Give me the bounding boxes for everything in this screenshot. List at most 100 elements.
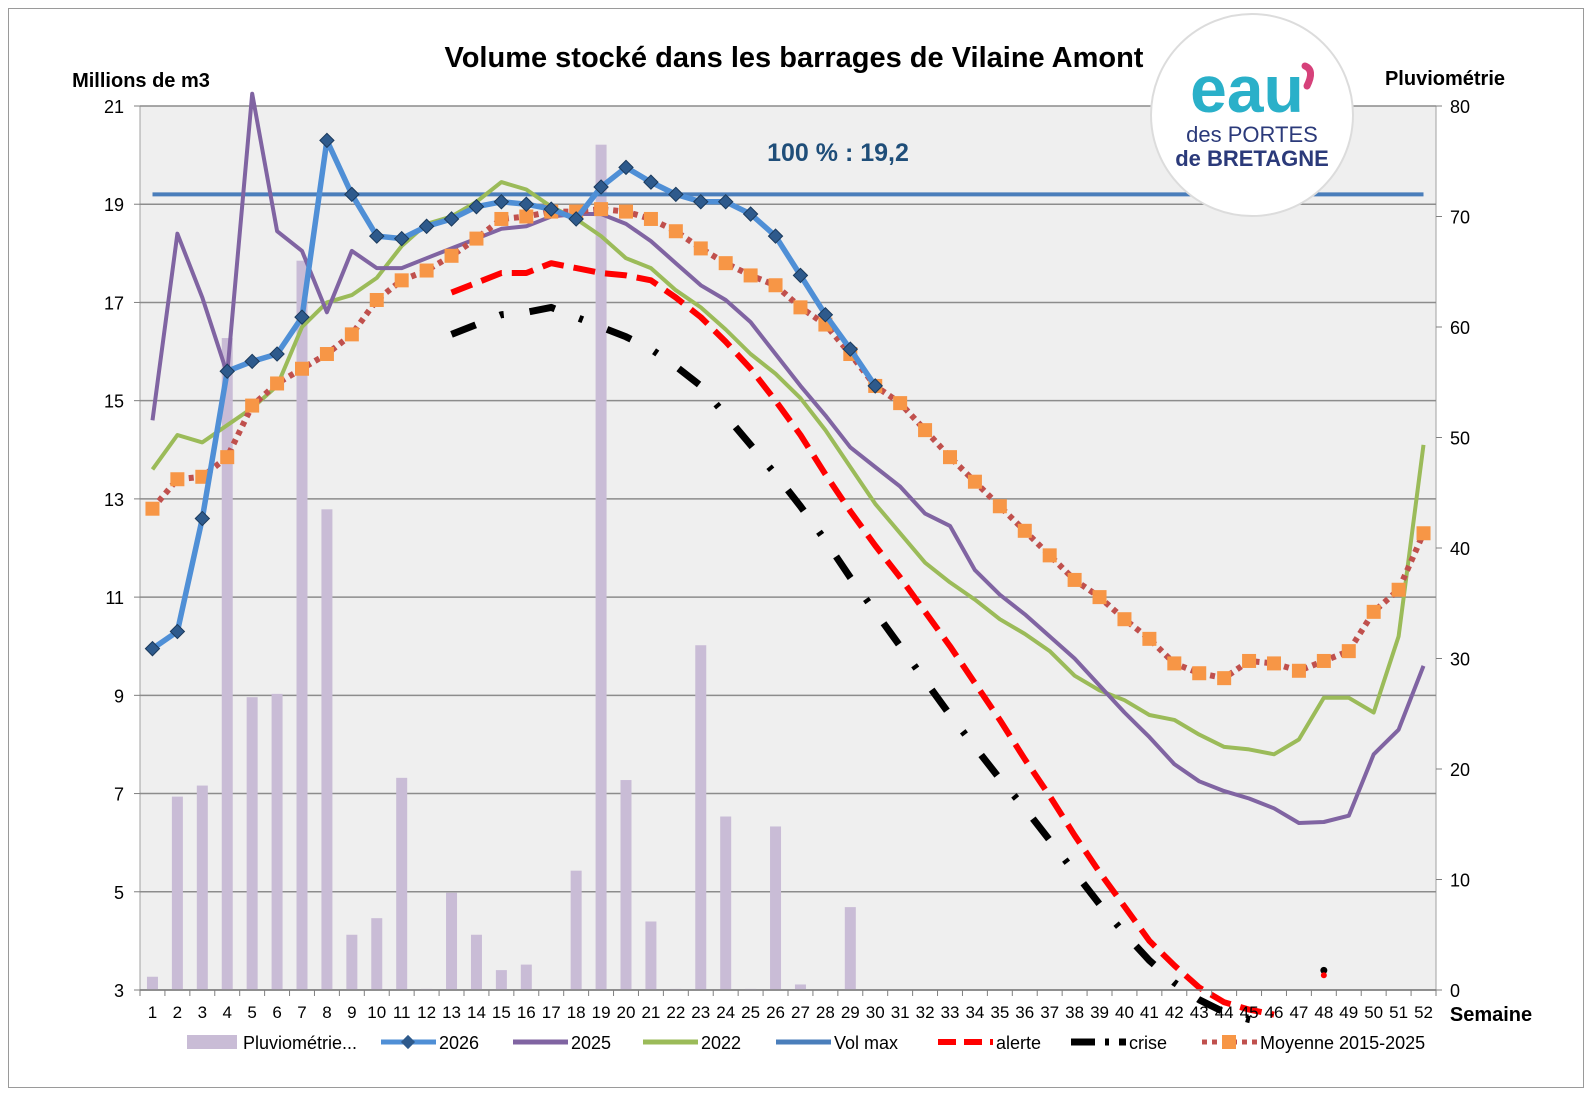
legend-label-crise: crise [1129,1033,1167,1053]
series-2026-marker [817,306,834,323]
series-moyenne-2015-2025-marker [967,474,982,489]
rain-bar [720,816,732,990]
series-moyenne-2015-2025-marker [145,501,160,516]
x-tick-label: 49 [1339,1003,1358,1022]
series-2026-marker [169,623,186,640]
logo-line1: des PORTES [1186,122,1318,147]
rain-bar [844,907,856,990]
y2-tick-label: 50 [1450,429,1470,449]
series-moyenne-2015-2025-marker [220,450,235,465]
chart-title: Volume stocké dans les barrages de Vilai… [445,42,1144,74]
x-tick-label: 25 [741,1003,760,1022]
plot-area [139,105,1437,991]
series-moyenne-2015-2025-marker [270,376,285,391]
series-2022-line [150,180,1426,757]
series-moyenne-2015-2025-marker [1017,523,1032,538]
series-moyenne-2015-2025-marker [519,209,534,224]
x-tick-label: 38 [1065,1003,1084,1022]
y-tick-label: 5 [114,883,124,903]
x-tick-label: 2 [173,1003,182,1022]
x-tick-label: 5 [247,1003,256,1022]
x-tick-label: 8 [322,1003,331,1022]
series-moyenne-2015-2025-marker [893,396,908,411]
x-tick-label: 36 [1015,1003,1034,1022]
logo-word: eau [1190,52,1304,126]
series-2026-marker [593,179,609,195]
rain-bar [146,976,158,990]
series-moyenne-2015-2025-marker [1267,656,1281,671]
x-tick-label: 39 [1090,1003,1109,1022]
x-tick-label: 45 [1240,1003,1259,1022]
legend-swatch-rain [187,1035,237,1049]
legend-label-2026: 2026 [439,1033,479,1053]
series-moyenne-2015-2025-marker [1366,604,1381,619]
rain-bar [446,892,458,990]
x-tick-label: 48 [1314,1003,1333,1022]
x-tick-label: 41 [1140,1003,1159,1022]
y-tick-label: 15 [104,392,124,412]
y-tick-label: 17 [104,293,124,313]
series-moyenne-2015-2025-marker [693,241,708,256]
series-moyenne-2015-2025-marker [1042,548,1057,563]
x-tick-label: 16 [517,1003,536,1022]
series-moyenne-2015-2025-marker [1192,666,1207,681]
series-2026-marker [717,193,734,210]
x-tick-label: 7 [297,1003,306,1022]
series-moyenne-2015-2025-marker [170,472,185,487]
y-tick-label: 21 [104,97,124,117]
series-moyenne-2015-2025-marker [469,231,484,246]
rain-bar [196,785,208,990]
series-moyenne-2015-2025-marker [768,278,783,293]
rain-bar [171,796,183,990]
legend-label-moyenne-2015-2025: Moyenne 2015-2025 [1260,1033,1425,1053]
x-tick-label: 13 [442,1003,461,1022]
series-moyenne-2015-2025-marker [743,268,758,283]
series-moyenne-2015-2025-marker [1316,653,1331,668]
y2-tick-label: 20 [1450,760,1470,780]
y2-tick-label: 30 [1450,650,1470,670]
series-moyenne-2015-2025-marker [1341,644,1356,659]
x-tick-label: 21 [641,1003,660,1022]
y2-tick-label: 0 [1450,981,1460,1001]
rain-bar [221,338,233,990]
legend-label-2025: 2025 [571,1033,611,1053]
rain-bar [321,509,333,990]
x-tick-label: 43 [1190,1003,1209,1022]
x-tick-label: 33 [941,1003,960,1022]
x-tick-label: 50 [1364,1003,1383,1022]
x-tick-label: 18 [567,1003,586,1022]
series-moyenne-2015-2025-marker [918,423,933,438]
series-moyenne-2015-2025-marker [668,224,683,239]
series-moyenne-2015-2025-marker [419,263,434,278]
series-moyenne-2015-2025-line [150,206,1427,682]
series-moyenne-2015-2025-marker [1217,671,1232,686]
y2-tick-label: 60 [1450,318,1470,338]
rain-bar [470,934,482,990]
series-moyenne-2015-2025-marker [1242,653,1257,668]
series-2026-marker [194,510,211,527]
rain-bar [570,870,582,990]
series-moyenne-2015-2025-marker [619,204,633,219]
series-2026-marker [643,174,659,190]
series-crise-point [1320,966,1328,974]
series-2026-marker [468,198,485,215]
x-tick-label: 30 [866,1003,885,1022]
y-tick-label: 9 [114,686,124,706]
x-tick-label: 47 [1289,1003,1308,1022]
series-2026-marker [269,346,285,362]
series-2026-marker [418,218,435,235]
chart-frame: 3 5 7 9 11 13 15 17 19 21 0 10 20 30 40 50 60 70 80 1 2 3 4 5 6 7… [8,8,1584,1088]
rain-bar [371,918,383,990]
rain-bar [520,964,532,990]
series-2026-marker [294,309,310,325]
y2-tick-label: 40 [1450,539,1470,559]
series-moyenne-2015-2025-marker [1391,582,1406,597]
rain-bar [794,984,806,990]
series-moyenne-2015-2025-marker [494,211,509,226]
y2-tick-label: 80 [1450,97,1470,117]
y-tick-label: 3 [114,981,124,1001]
series-2026-marker [344,186,360,203]
series-2026-marker [219,363,236,379]
series-2026-marker [518,196,535,213]
x-tick-label: 34 [965,1003,984,1022]
